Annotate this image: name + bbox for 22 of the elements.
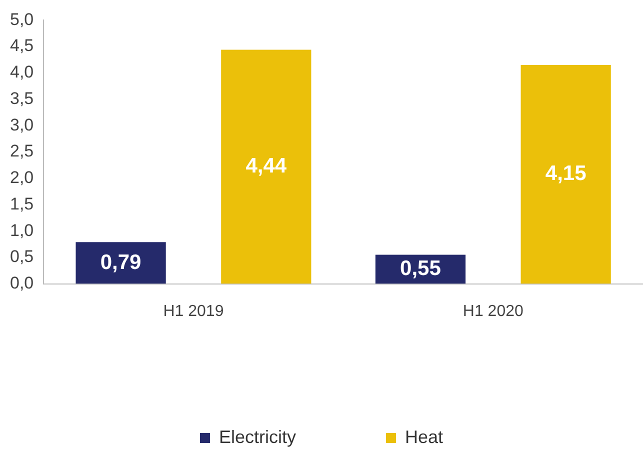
bar	[520, 65, 611, 284]
y-tick-label: 4,5	[10, 36, 34, 56]
legend-label: Heat	[404, 426, 444, 447]
y-tick-label: 1,0	[10, 220, 34, 240]
y-tick-label: 0,5	[10, 247, 34, 266]
y-tick-label: 2,5	[10, 142, 34, 161]
data-label: 4,44	[246, 154, 287, 178]
data-label: 0,79	[100, 250, 142, 274]
y-tick-label: 3,0	[10, 115, 34, 134]
x-tick-label: H1 2019	[163, 302, 224, 320]
x-tick-label: H1 2020	[462, 302, 524, 320]
y-tick-label: 1,5	[10, 194, 34, 214]
y-tick-label: 5,0	[10, 10, 34, 29]
data-label: 0,55	[400, 257, 442, 280]
legend-label: Electricity	[218, 426, 296, 447]
y-tick-label: 0,0	[10, 273, 34, 292]
y-tick-label: 3,5	[10, 88, 34, 108]
bar	[76, 242, 166, 284]
y-tick-label: 4,0	[10, 62, 34, 82]
bar	[221, 50, 312, 284]
y-tick-label: 2,0	[10, 168, 34, 188]
data-label: 4,15	[545, 162, 587, 186]
